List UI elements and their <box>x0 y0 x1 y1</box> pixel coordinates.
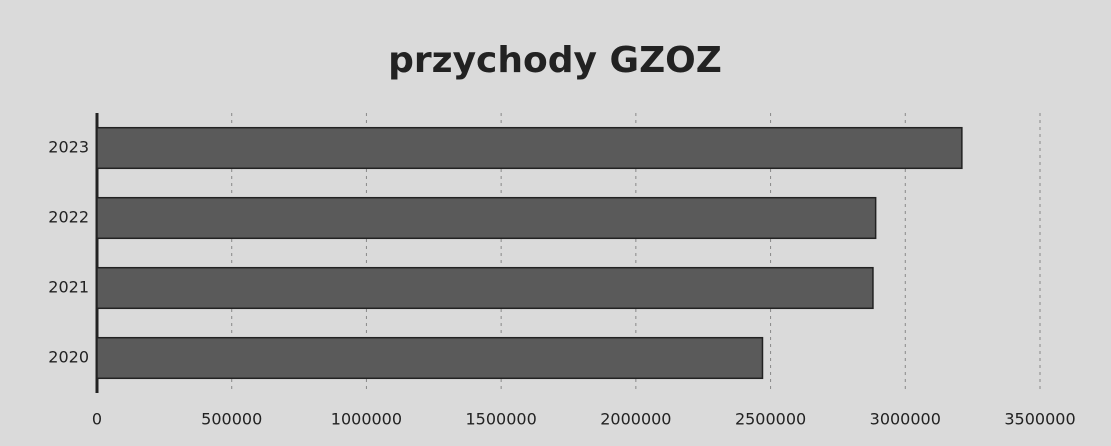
bar <box>96 336 764 380</box>
x-tick-label: 2000000 <box>600 410 671 429</box>
bar <box>96 196 877 240</box>
y-tick-label: 2020 <box>48 348 89 367</box>
y-tick-label: 2023 <box>48 138 89 157</box>
chart-title: przychody GZOZ <box>388 40 722 81</box>
x-tick-label: 3500000 <box>1004 410 1075 429</box>
x-tick-label: 3000000 <box>870 410 941 429</box>
x-tick-label: 0 <box>92 410 102 429</box>
bar <box>96 266 874 310</box>
x-tick-label: 2500000 <box>735 410 806 429</box>
x-tick-label: 500000 <box>201 410 262 429</box>
bar <box>96 126 963 170</box>
y-tick-label: 2021 <box>48 278 89 297</box>
y-tick-label: 2022 <box>48 208 89 227</box>
x-tick-label: 1500000 <box>466 410 537 429</box>
x-tick-label: 1000000 <box>331 410 402 429</box>
